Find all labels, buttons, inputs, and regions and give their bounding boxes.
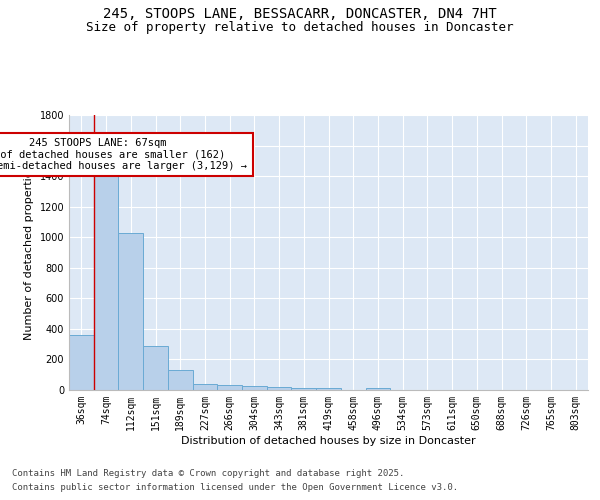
Text: Contains HM Land Registry data © Crown copyright and database right 2025.: Contains HM Land Registry data © Crown c… xyxy=(12,468,404,477)
Bar xyxy=(217,384,242,390)
Bar xyxy=(143,346,168,390)
Bar xyxy=(69,335,94,390)
Bar xyxy=(168,370,193,390)
Bar xyxy=(94,176,118,390)
Bar xyxy=(267,387,292,390)
Text: 245 STOOPS LANE: 67sqm
← 5% of detached houses are smaller (162)
95% of semi-det: 245 STOOPS LANE: 67sqm ← 5% of detached … xyxy=(0,138,247,171)
X-axis label: Distribution of detached houses by size in Doncaster: Distribution of detached houses by size … xyxy=(181,436,476,446)
Bar xyxy=(118,232,143,390)
Bar xyxy=(292,388,316,390)
Y-axis label: Number of detached properties: Number of detached properties xyxy=(24,165,34,340)
Bar xyxy=(242,386,267,390)
Text: Contains public sector information licensed under the Open Government Licence v3: Contains public sector information licen… xyxy=(12,484,458,492)
Text: Size of property relative to detached houses in Doncaster: Size of property relative to detached ho… xyxy=(86,21,514,34)
Text: 245, STOOPS LANE, BESSACARR, DONCASTER, DN4 7HT: 245, STOOPS LANE, BESSACARR, DONCASTER, … xyxy=(103,8,497,22)
Bar xyxy=(193,384,217,390)
Bar xyxy=(365,388,390,390)
Bar xyxy=(316,388,341,390)
